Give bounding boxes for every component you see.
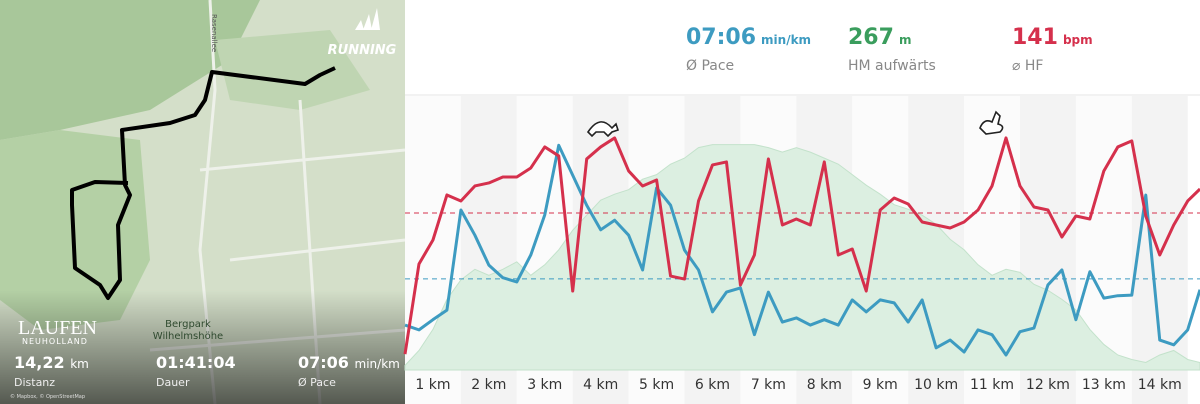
summary-unit: min/km: [761, 33, 811, 47]
map: RUNNING Rasenallee LAUFEN NEUHOLLAND Ber…: [0, 0, 406, 404]
km-label: 7 km: [751, 377, 786, 393]
brand: RUNNING: [328, 43, 397, 58]
summary-label: Ø Pace: [686, 58, 734, 74]
summary-label: ⌀ HF: [1012, 58, 1043, 74]
km-label: 10 km: [914, 377, 958, 393]
summary-value: 07:06 min/km: [686, 25, 811, 50]
summary-bg: [405, 0, 1200, 95]
km-label: 6 km: [695, 377, 730, 393]
km-label: 11 km: [970, 377, 1014, 393]
summary-unit: m: [899, 33, 912, 47]
km-label: 14 km: [1138, 377, 1182, 393]
km-label: 4 km: [583, 377, 618, 393]
series-line: [403, 136, 1200, 355]
place-label: LAUFEN: [18, 317, 97, 339]
km-label: 2 km: [471, 377, 506, 393]
summary-value: 141 bpm: [1012, 25, 1093, 50]
street-label: Rasenallee: [210, 14, 218, 52]
stat-value: 01:41:04: [156, 353, 236, 372]
stat-unit: min/km: [355, 357, 400, 371]
map-credit: © Mapbox, © OpenStreetMap: [10, 393, 85, 400]
summary-label: HM aufwärts: [848, 58, 936, 74]
map-shade: [0, 290, 405, 404]
stat-label: Ø Pace: [298, 376, 336, 389]
summary-number: 07:06: [686, 25, 756, 50]
stat-unit: km: [70, 357, 89, 371]
elevation-area: [404, 144, 1200, 371]
slow-icon: [586, 121, 620, 138]
km-label: 3 km: [527, 377, 562, 393]
fast-icon: [979, 110, 1004, 135]
poi-label: Wilhelmshöhe: [153, 331, 223, 342]
stat-number: 14,22: [14, 353, 65, 372]
km-label: 9 km: [863, 377, 898, 393]
stat-value: 07:06 min/km: [298, 353, 400, 372]
stat-label: Distanz: [14, 376, 55, 389]
route: [70, 66, 336, 300]
km-label: 5 km: [639, 377, 674, 393]
brand-logo: [355, 8, 380, 30]
km-label: 13 km: [1082, 377, 1126, 393]
district-label: NEUHOLLAND: [22, 337, 88, 346]
km-label: 12 km: [1026, 377, 1070, 393]
chart: 1 km 2 km 3 km 4 km 5 km 6 km 7 km 8 km 9 km 10 k…: [403, 96, 1200, 404]
map-forest: [0, 0, 260, 140]
km-label: 8 km: [807, 377, 842, 393]
series-line: [404, 143, 1200, 357]
stat-value: 14,22 km: [14, 353, 89, 372]
summary-value: 267 m: [848, 25, 911, 50]
stat-label: Dauer: [156, 376, 190, 389]
summary-number: 267: [848, 25, 894, 50]
km-band: [1131, 96, 1188, 404]
stat-number: 07:06: [298, 353, 349, 372]
km-label: 1 km: [415, 377, 450, 393]
map-roads: [149, 0, 406, 404]
summary: 07:06 min/km Ø Pace 267 m HM aufwärts 141 bpm ⌀ …: [686, 25, 1093, 74]
summary-unit: bpm: [1063, 33, 1093, 47]
poi-label: Bergpark: [165, 319, 211, 330]
summary-number: 141: [1012, 25, 1058, 50]
map-forest: [215, 30, 370, 110]
